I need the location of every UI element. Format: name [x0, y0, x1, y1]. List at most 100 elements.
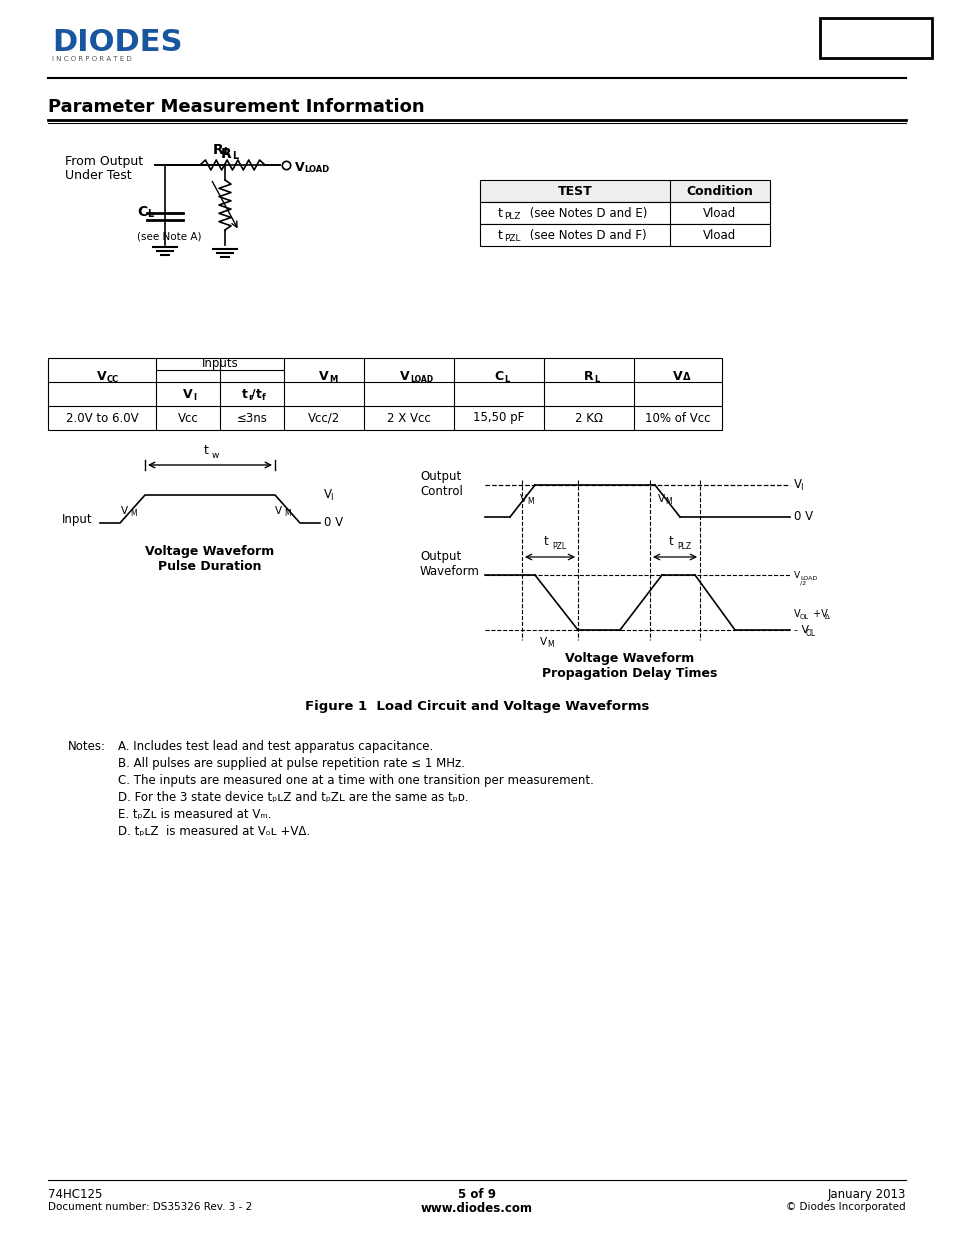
Text: M: M [526, 498, 533, 506]
Text: L: L [223, 147, 229, 157]
Text: M: M [664, 498, 671, 506]
Text: (see Notes D and E): (see Notes D and E) [525, 206, 647, 220]
Text: Δ: Δ [682, 372, 690, 382]
Text: Δ: Δ [824, 614, 829, 620]
Text: A. Includes test lead and test apparatus capacitance.: A. Includes test lead and test apparatus… [118, 740, 433, 753]
Text: Input: Input [62, 513, 92, 526]
Text: V: V [399, 369, 410, 383]
Text: PZL: PZL [503, 233, 520, 242]
Text: www.diodes.com: www.diodes.com [420, 1202, 533, 1215]
Text: +V: +V [809, 609, 827, 619]
Text: Vᴄᴄ/2: Vᴄᴄ/2 [308, 411, 340, 425]
Bar [820, 19, 931, 58]
Text: OL: OL [805, 629, 815, 637]
Text: V: V [121, 506, 128, 516]
Text: V: V [319, 369, 329, 383]
Text: t: t [543, 535, 548, 548]
Text: LOAD: LOAD [800, 576, 817, 580]
Text: Vload: Vload [702, 206, 736, 220]
Bar [479, 180, 769, 203]
Text: V: V [324, 489, 332, 501]
Text: V: V [183, 388, 193, 400]
Text: PLZ: PLZ [677, 542, 690, 551]
Text: Figure 1  Load Circuit and Voltage Waveforms: Figure 1 Load Circuit and Voltage Wavefo… [305, 700, 648, 713]
Text: PZL: PZL [552, 542, 565, 551]
Text: CC: CC [107, 374, 119, 384]
Text: D. tₚʟZ  is measured at Vₒʟ +VΔ.: D. tₚʟZ is measured at Vₒʟ +VΔ. [118, 825, 310, 839]
Text: V: V [274, 506, 282, 516]
Text: C: C [137, 205, 147, 219]
Text: R: R [213, 143, 224, 157]
Text: January 2013: January 2013 [827, 1188, 905, 1200]
Text: t: t [497, 228, 502, 242]
Text: DIODES: DIODES [52, 28, 182, 57]
Text: R: R [583, 369, 593, 383]
Text: V: V [793, 571, 800, 579]
Text: I N C O R P O R A T E D: I N C O R P O R A T E D [52, 56, 132, 62]
Text: D. For the 3 state device tₚʟZ and tₚZʟ are the same as tₚᴅ.: D. For the 3 state device tₚʟZ and tₚZʟ … [118, 790, 468, 804]
Text: E. tₚZʟ is measured at Vₘ.: E. tₚZʟ is measured at Vₘ. [118, 808, 272, 821]
Text: I: I [193, 393, 195, 401]
Text: t: t [255, 388, 262, 400]
Text: L: L [594, 374, 598, 384]
Text: w: w [212, 451, 219, 459]
Text: ≤3ns: ≤3ns [236, 411, 267, 425]
Text: PLZ: PLZ [503, 211, 520, 221]
Text: V: V [793, 478, 801, 492]
Text: C: C [494, 369, 503, 383]
Text: 5 of 9: 5 of 9 [457, 1188, 496, 1200]
Text: LOAD: LOAD [304, 165, 329, 174]
Text: V: V [519, 494, 527, 504]
Text: TEST: TEST [558, 184, 592, 198]
Text: t: t [668, 535, 673, 548]
Text: M: M [284, 510, 291, 519]
Text: 0 V: 0 V [324, 516, 343, 530]
Text: Output
Control: Output Control [419, 471, 462, 498]
Text: (see Note A): (see Note A) [137, 231, 201, 241]
Text: 2 KΩ: 2 KΩ [575, 411, 602, 425]
Text: 2 X Vᴄᴄ: 2 X Vᴄᴄ [387, 411, 431, 425]
Text: M: M [130, 510, 136, 519]
Text: Document number: DS35326 Rev. 3 - 2: Document number: DS35326 Rev. 3 - 2 [48, 1202, 252, 1212]
Text: I: I [800, 483, 801, 493]
Text: V: V [97, 369, 107, 383]
Text: t: t [497, 206, 502, 220]
Text: Inputs: Inputs [201, 357, 238, 370]
Text: C. The inputs are measured one at a time with one transition per measurement.: C. The inputs are measured one at a time… [118, 774, 594, 787]
Text: 15,50 pF: 15,50 pF [473, 411, 524, 425]
Text: © Diodes Incorporated: © Diodes Incorporated [785, 1202, 905, 1212]
Text: V: V [539, 637, 547, 647]
Text: t: t [242, 388, 248, 400]
Text: R: R [221, 147, 232, 161]
Text: Output
Waveform: Output Waveform [419, 550, 479, 578]
Text: V: V [793, 609, 800, 619]
Text: r: r [248, 393, 252, 401]
Text: /2: /2 [800, 580, 805, 585]
Text: L: L [232, 151, 238, 161]
Text: I: I [330, 494, 333, 503]
Text: V: V [658, 494, 664, 504]
Text: LOAD: LOAD [410, 374, 433, 384]
Text: 2.0V to 6.0V: 2.0V to 6.0V [66, 411, 138, 425]
Text: Parameter Measurement Information: Parameter Measurement Information [48, 98, 424, 116]
Text: 74HC125: 74HC125 [48, 1188, 102, 1200]
Bar [48, 358, 721, 430]
Text: Vload: Vload [702, 228, 736, 242]
Text: t: t [203, 445, 208, 457]
Text: V: V [673, 369, 682, 383]
Text: Voltage Waveform
Pulse Duration: Voltage Waveform Pulse Duration [145, 545, 274, 573]
Bar [479, 224, 769, 246]
Text: 74HC125: 74HC125 [830, 28, 921, 47]
Text: Under Test: Under Test [65, 169, 132, 182]
Text: (see Notes D and F): (see Notes D and F) [525, 228, 646, 242]
Text: M: M [546, 641, 553, 650]
Text: Voltage Waveform
Propagation Delay Times: Voltage Waveform Propagation Delay Times [541, 652, 717, 680]
Text: M: M [329, 374, 337, 384]
Text: 0 V: 0 V [793, 510, 812, 524]
Text: Vᴄᴄ: Vᴄᴄ [177, 411, 198, 425]
Text: L: L [503, 374, 509, 384]
Text: V: V [294, 161, 304, 174]
Text: - V: - V [793, 625, 808, 635]
Text: L: L [147, 209, 153, 219]
Text: From Output: From Output [65, 156, 143, 168]
